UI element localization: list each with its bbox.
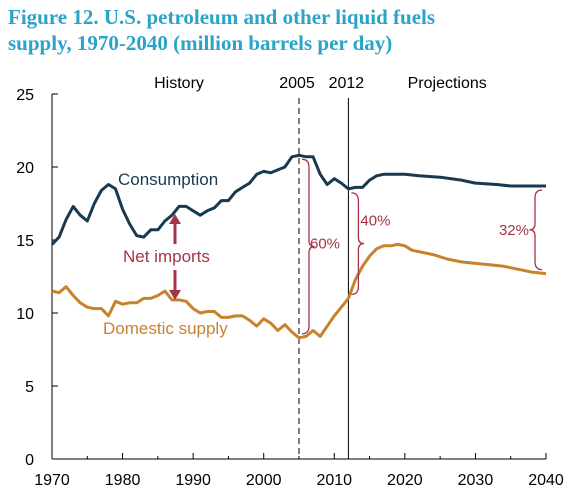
chart-title-line-2: supply, 1970-2040 (million barrels per d…	[8, 31, 393, 55]
y-tick-label: 15	[16, 233, 34, 250]
gap-brace-2005	[301, 158, 315, 335]
x-tick-label: 1980	[105, 472, 141, 489]
series-lines	[50, 153, 547, 340]
annotations: Consumption Domestic supply Net imports 60%…	[103, 158, 543, 338]
y-tick-label: 10	[16, 306, 34, 323]
x-tick-label: 2010	[316, 472, 352, 489]
chart-title: Figure 12. U.S. petroleum and other liqu…	[8, 4, 578, 56]
x-tick-label: 2040	[528, 472, 564, 489]
projections-label: Projections	[408, 75, 487, 92]
net-imports-label: Net imports	[123, 247, 210, 266]
year-markers: 2005 2012 History Projections	[154, 75, 487, 459]
y-tick-label: 25	[16, 87, 34, 104]
x-tick-label: 1990	[175, 472, 211, 489]
domestic-supply-label: Domestic supply	[103, 319, 228, 338]
gap-label-2012: 40%	[360, 213, 390, 230]
x-tick-label: 2030	[458, 472, 494, 489]
net-imports-arrow-up-head	[169, 214, 181, 224]
year-marker-label-2005: 2005	[279, 75, 315, 92]
gap-label-2005: 60%	[310, 236, 340, 253]
y-tick-label: 5	[25, 379, 34, 396]
net-imports-arrow-down-head	[169, 290, 181, 300]
chart-title-line-1: Figure 12. U.S. petroleum and other liqu…	[8, 5, 436, 29]
history-label: History	[154, 75, 204, 92]
domestic-supply-line	[51, 242, 547, 340]
x-tick-label: 1970	[34, 472, 70, 489]
x-tick-label: 2020	[387, 472, 423, 489]
y-tick-label: 20	[16, 160, 34, 177]
consumption-line	[50, 153, 546, 246]
gap-brace-2040	[529, 189, 543, 271]
consumption-label: Consumption	[118, 170, 218, 189]
chart-axes	[51, 93, 547, 460]
gap-label-2040: 32%	[499, 222, 529, 239]
year-marker-label-2012: 2012	[329, 75, 365, 92]
x-tick-label: 2000	[246, 472, 282, 489]
gap-brace-2012	[351, 192, 365, 296]
y-tick-label: 0	[25, 452, 34, 469]
tick-labels: 0 5 10 15 20 25 1970 1980 1990 2000 2010 2020 2030 20…	[16, 87, 564, 489]
